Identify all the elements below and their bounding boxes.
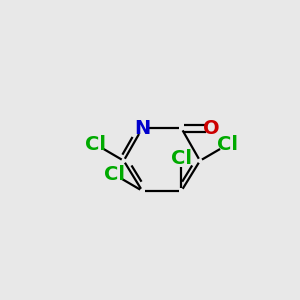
Text: Cl: Cl xyxy=(217,135,238,154)
Text: N: N xyxy=(134,119,150,138)
Text: O: O xyxy=(203,119,220,138)
Text: Cl: Cl xyxy=(171,149,192,168)
Text: Cl: Cl xyxy=(85,135,106,154)
Text: Cl: Cl xyxy=(104,165,125,184)
